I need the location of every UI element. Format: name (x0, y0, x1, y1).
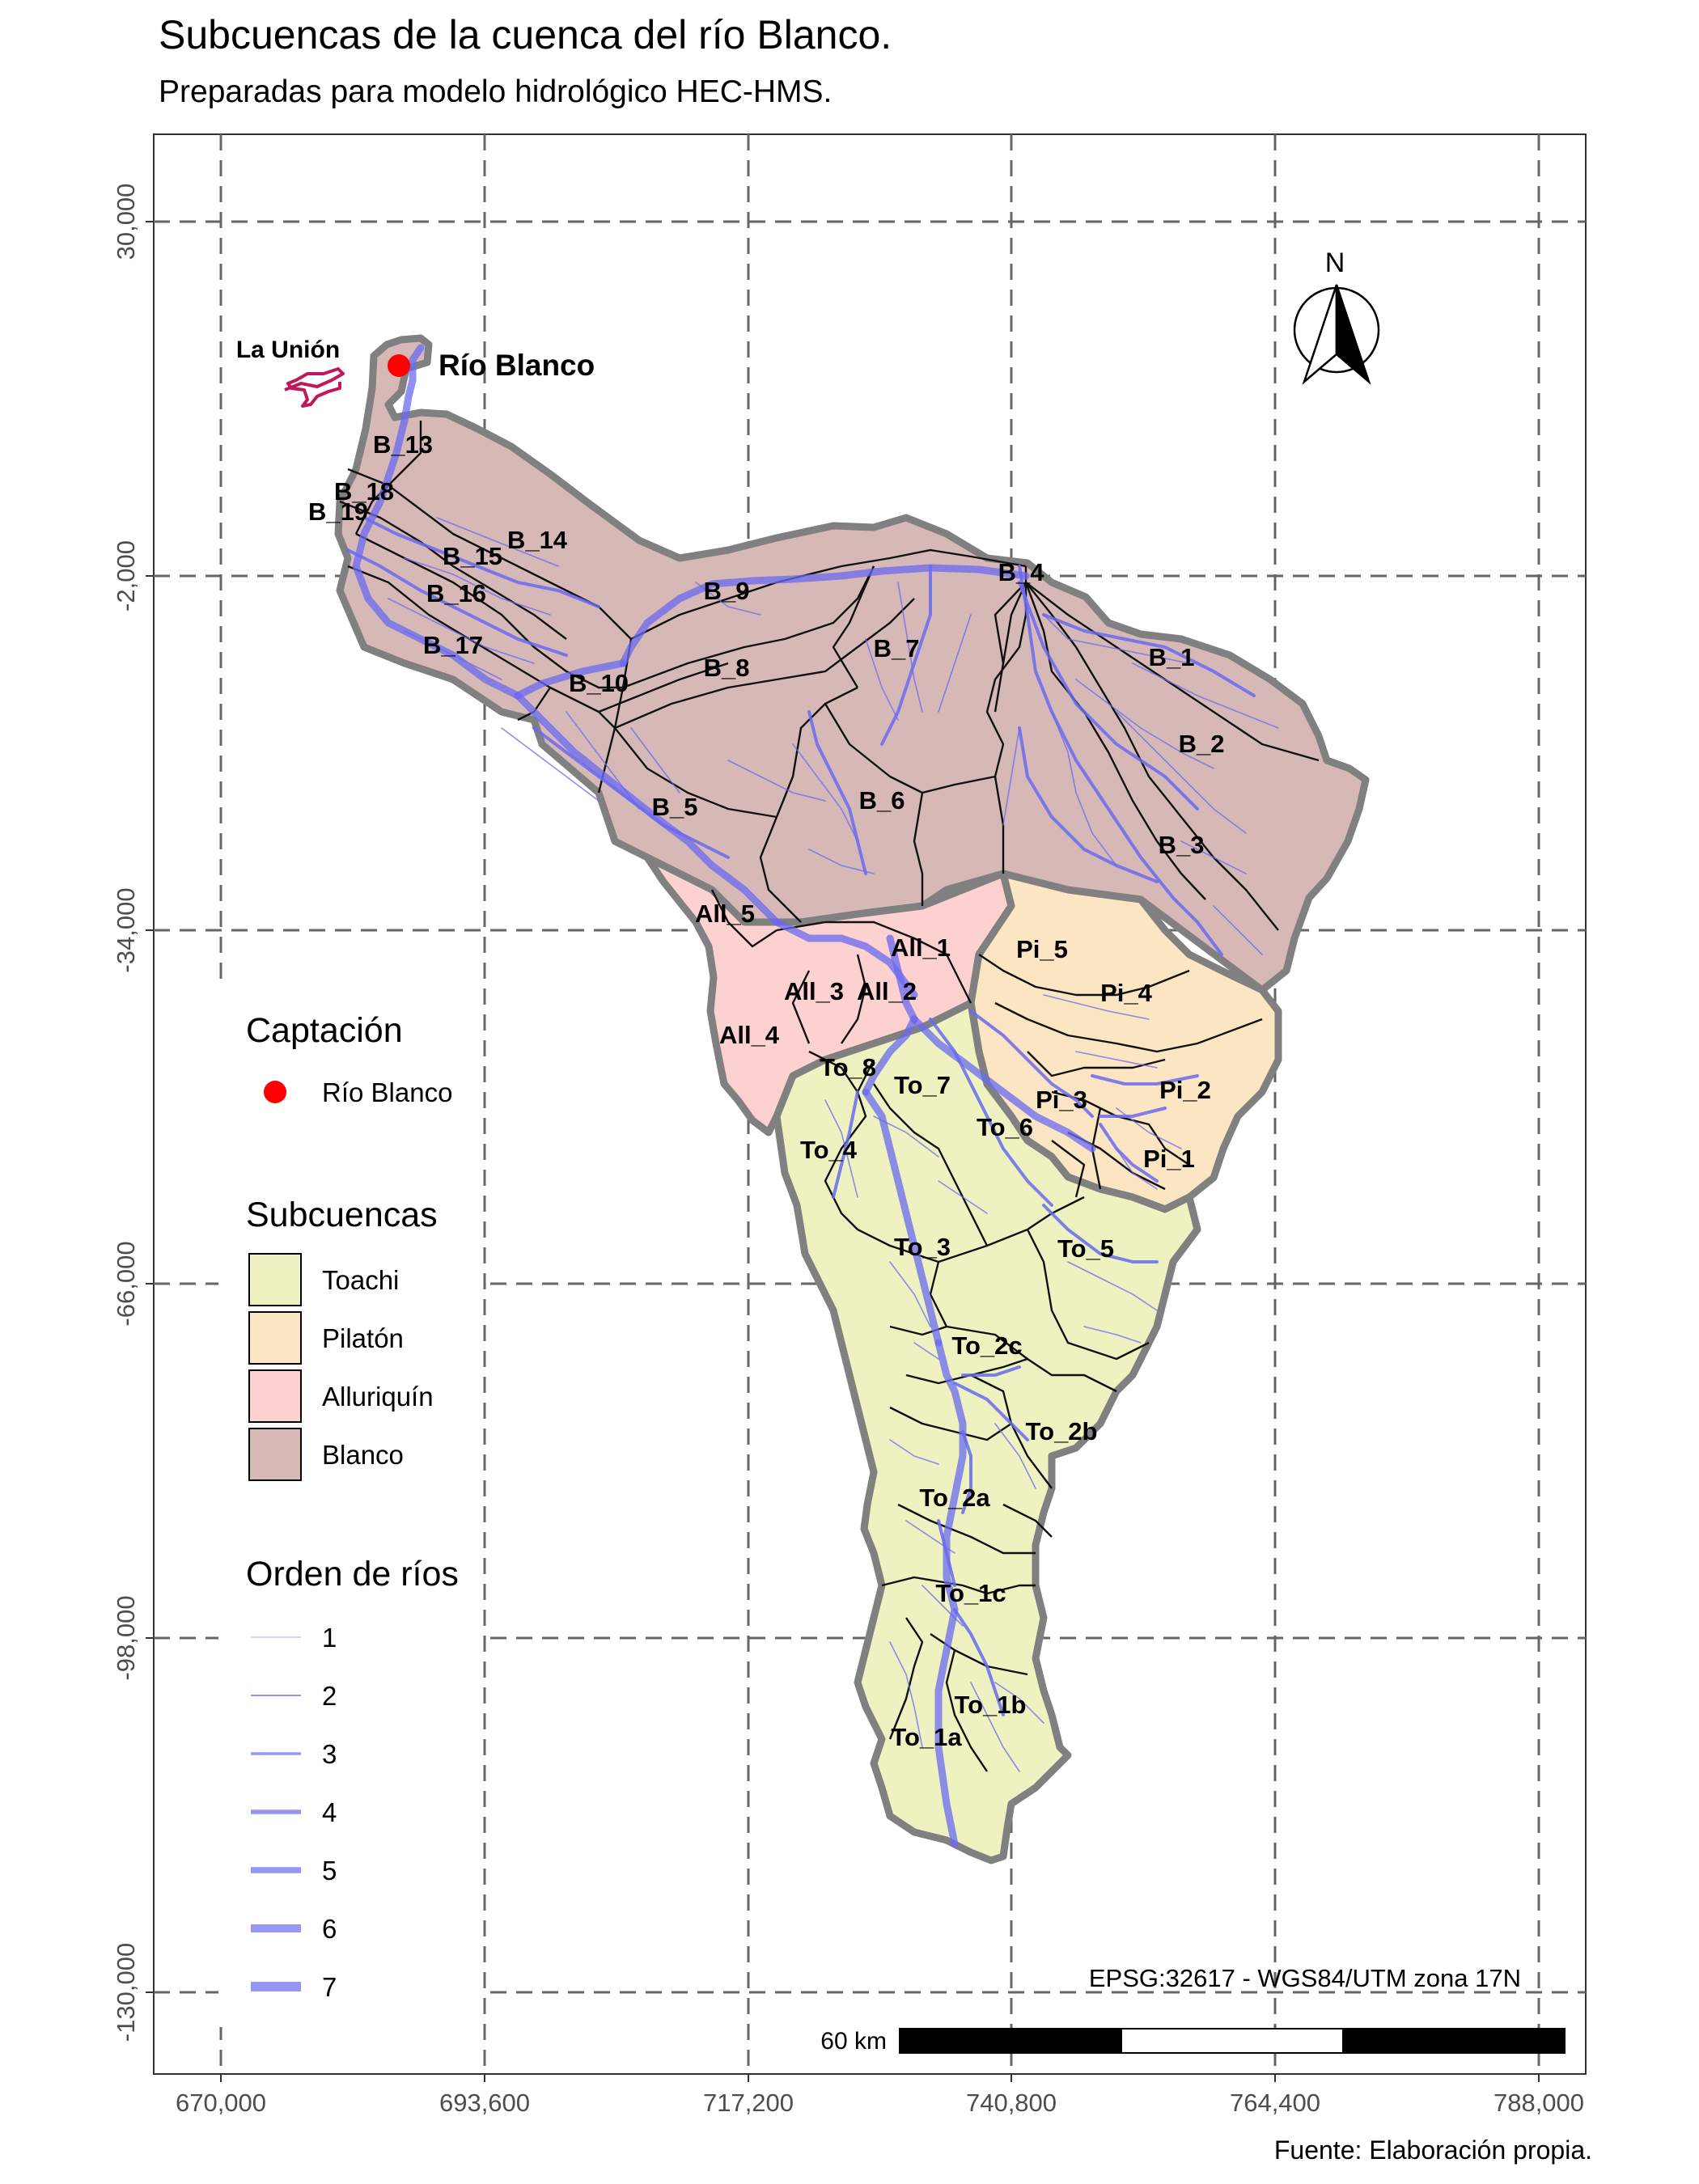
subbasin-label-b8: B_8 (704, 654, 750, 682)
subbasin-label-to2b: To_2b (1026, 1417, 1098, 1445)
subbasin-label-all5: All_5 (695, 899, 755, 928)
north-arrow-label: N (1325, 248, 1345, 278)
x-tick-label: 788,000 (1494, 2089, 1584, 2117)
subbasin-label-b6: B_6 (859, 786, 905, 815)
subbasin-label-to8: To_8 (820, 1053, 876, 1081)
y-tick-label: -66,000 (112, 1241, 140, 1326)
subbasin-label-all4: All_4 (719, 1021, 780, 1049)
legend-river-order-4: 4 (322, 1797, 337, 1827)
subbasin-label-b7: B_7 (874, 634, 920, 662)
subbasin-label-to1b: To_1b (955, 1691, 1027, 1719)
subbasin-label-to4: To_4 (800, 1136, 858, 1164)
subbasin-label-b4: B_4 (998, 558, 1045, 586)
legend-rivers-title: Orden de ríos (246, 1555, 459, 1594)
subbasin-label-to6: To_6 (977, 1113, 1033, 1141)
north-arrow: N (1293, 248, 1380, 385)
scale-bar-label: 60 km (820, 2028, 887, 2055)
y-tick-label: -130,000 (112, 1943, 140, 2042)
legend-background (218, 984, 482, 2027)
legend-label-pilaton: Pilatón (322, 1323, 404, 1353)
subbasin-label-to1a: To_1a (891, 1723, 962, 1751)
north-arrow-right-half (1335, 284, 1371, 385)
subbasin-label-pi3: Pi_3 (1036, 1086, 1087, 1114)
subbasin-label-b17: B_17 (423, 631, 483, 659)
map-subtitle: Preparadas para modelo hidrológico HEC-H… (159, 74, 833, 109)
y-tick-label: -98,000 (112, 1595, 140, 1680)
legend-intake-symbol (264, 1081, 286, 1103)
y-tick-label: -2,000 (112, 540, 140, 612)
legend-label-blanco: Blanco (322, 1440, 404, 1470)
subbasin-label-to1c: To_1c (935, 1579, 1006, 1607)
subbasin-label-b16: B_16 (426, 579, 486, 607)
x-tick-label: 764,400 (1230, 2089, 1320, 2117)
subbasin-label-pi2: Pi_2 (1159, 1076, 1211, 1104)
subbasin-label-b2: B_2 (1179, 730, 1225, 758)
legend-river-order-1: 1 (322, 1623, 337, 1653)
legend-river-order-2: 2 (322, 1681, 337, 1711)
legend-label-toachi: Toachi (322, 1265, 399, 1295)
crs-label: EPSG:32617 - WGS84/UTM zona 17N (1089, 1964, 1521, 1992)
subbasin-label-b1: B_1 (1149, 643, 1195, 671)
subbasin-label-b3: B_3 (1159, 831, 1205, 859)
la-union-label: La Unión (236, 336, 340, 363)
subbasin-label-b15: B_15 (443, 542, 502, 570)
x-tick-label: 717,200 (703, 2089, 794, 2117)
legend-swatch-pilaton (248, 1311, 302, 1365)
subbasin-label-b18: B_18 (334, 477, 394, 506)
subbasin-label-b19: B_19 (308, 497, 368, 526)
axis-ticks (146, 221, 1540, 2082)
river-order-5-7 (352, 344, 1096, 1848)
subbasin-label-to3: To_3 (894, 1233, 951, 1261)
la-union-town-outline (284, 367, 345, 408)
legend-river-order-7: 7 (322, 1972, 337, 2002)
subbasin-label-all2: All_2 (857, 977, 917, 1005)
intake-label: Río Blanco (439, 349, 595, 382)
scale-bar-segment (1121, 2028, 1344, 2054)
y-tick-label: -34,000 (112, 887, 140, 972)
subbasin-label-to2a: To_2a (919, 1484, 990, 1512)
subbasin-label-b5: B_5 (652, 793, 698, 821)
x-tick-label: 693,600 (439, 2089, 530, 2117)
legend-river-order-3: 3 (322, 1739, 337, 1769)
legend-intake-label: Río Blanco (322, 1077, 452, 1107)
subbasin-label-b10: B_10 (569, 669, 629, 697)
legend-river-order-5: 5 (322, 1856, 337, 1886)
scale-bar: 60 km (820, 2028, 1566, 2055)
subbasin-label-all1: All_1 (891, 933, 951, 962)
toachi-subbasins-region (773, 999, 1201, 1864)
subbasin-label-b14: B_14 (507, 526, 568, 554)
x-tick-label: 740,800 (966, 2089, 1057, 2117)
subbasin-label-pi5: Pi_5 (1016, 935, 1068, 963)
subbasin-label-to2c: To_2c (951, 1331, 1022, 1360)
legend-river-symbols (251, 1636, 301, 1991)
legend-swatch-alluriquin (248, 1369, 302, 1423)
legend-swatch-blanco (248, 1428, 302, 1481)
legend-label-alluriquin: Alluriquín (322, 1382, 434, 1412)
x-tick-label: 670,000 (176, 2089, 266, 2117)
subbasin-label-to7: To_7 (894, 1071, 951, 1099)
intake-point-marker (388, 354, 410, 377)
subbasin-label-pi4: Pi_4 (1100, 979, 1153, 1007)
y-tick-label: 30,000 (112, 184, 140, 260)
legend-intake-title: Captación (246, 1011, 403, 1050)
map-title: Subcuencas de la cuenca del río Blanco. (159, 12, 892, 57)
blanco-subbasins-region (334, 334, 1370, 994)
subbasin-label-pi1: Pi_1 (1143, 1145, 1195, 1173)
subbasin-label-all3: All_3 (784, 977, 844, 1005)
legend-river-order-6: 6 (322, 1914, 337, 1944)
source-caption: Fuente: Elaboración propia. (1273, 2135, 1592, 2165)
subbasin-label-to5: To_5 (1057, 1234, 1114, 1263)
scale-bar-segment (1342, 2028, 1566, 2054)
river-order-1-2 (388, 517, 1279, 1772)
legend-subbasins-title: Subcuencas (246, 1196, 438, 1234)
subbasin-label-b9: B_9 (704, 577, 750, 605)
scale-bar-segment (899, 2028, 1122, 2054)
subbasin-labels: B_1 B_2 B_3 B_4 B_5 B_6 B_7 B_8 B_9 B_10… (308, 430, 1224, 1751)
subbasin-label-b13: B_13 (373, 430, 433, 459)
legend-swatch-toachi (248, 1253, 302, 1306)
